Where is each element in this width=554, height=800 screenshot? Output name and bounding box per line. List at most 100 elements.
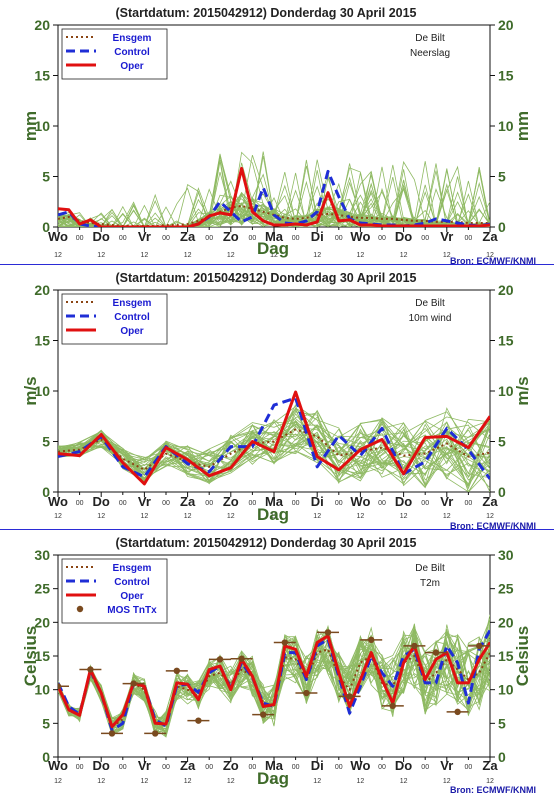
- variable-label: Neerslag: [410, 48, 450, 59]
- x-sub-label-00: 00: [119, 500, 127, 507]
- mos-point: [303, 689, 310, 697]
- x-sub-label-12: 12: [227, 778, 235, 785]
- x-sub-label-00: 00: [421, 764, 429, 771]
- legend: Ensgem Control Oper: [61, 293, 168, 345]
- mos-point: [238, 655, 245, 662]
- x-day-label: Di: [311, 229, 324, 244]
- x-axis-label: Dag: [257, 769, 289, 788]
- x-day-label: Vr: [440, 229, 453, 244]
- mos-point: [476, 642, 483, 650]
- x-sub-label-12: 12: [270, 252, 278, 259]
- x-sub-label-00: 00: [292, 235, 300, 242]
- variable-label: 10m wind: [409, 313, 452, 324]
- y-tick-label-left: 5: [42, 169, 50, 185]
- x-axis-label: Dag: [257, 505, 289, 524]
- station-label: De Bilt: [415, 33, 445, 44]
- variable-label: T2m: [420, 578, 440, 589]
- x-sub-label-12: 12: [227, 252, 235, 259]
- x-sub-label-12: 12: [400, 778, 408, 785]
- y-tick-label-left: 0: [42, 749, 50, 765]
- x-day-label: Wo: [350, 758, 370, 773]
- ensemble-member-line: [58, 424, 490, 488]
- x-sub-label-00: 00: [205, 764, 213, 771]
- y-tick-label-right: 15: [498, 333, 514, 349]
- ensemble-member-line: [58, 424, 490, 476]
- x-sub-label-12: 12: [443, 252, 451, 259]
- x-day-label: Zo: [223, 229, 239, 244]
- x-sub-label-12: 12: [184, 778, 192, 785]
- mos-point: [346, 693, 353, 700]
- x-day-label: Zo: [223, 758, 239, 773]
- x-day-label: Di: [311, 494, 324, 509]
- x-day-label: Wo: [350, 229, 370, 244]
- y-tick-label-left: 25: [34, 581, 50, 597]
- y-axis-label-right: Celsius: [513, 626, 532, 686]
- x-day-label: Ma: [265, 758, 284, 773]
- mos-point: [411, 642, 418, 650]
- ensemble-member-line: [58, 411, 490, 483]
- station-label: De Bilt: [415, 298, 445, 309]
- x-sub-label-12: 12: [97, 513, 105, 520]
- y-axis-label-right: m/s: [513, 376, 532, 405]
- y-tick-label-left: 30: [34, 547, 50, 563]
- x-axis-label: Dag: [257, 239, 289, 258]
- x-sub-label-00: 00: [76, 500, 84, 507]
- mos-point: [195, 717, 202, 724]
- x-sub-label-00: 00: [335, 500, 343, 507]
- x-sub-label-00: 00: [421, 500, 429, 507]
- x-sub-label-00: 00: [249, 764, 257, 771]
- mos-point: [87, 666, 94, 673]
- y-tick-label-right: 25: [498, 581, 514, 597]
- y-tick-label-left: 0: [42, 484, 50, 500]
- y-tick-label-right: 5: [498, 434, 506, 450]
- chart-title: (Startdatum: 2015042912) Donderdag 30 Ap…: [115, 6, 416, 20]
- x-day-label: Wo: [48, 758, 68, 773]
- ensemble-member-line: [58, 186, 490, 227]
- y-tick-label-left: 5: [42, 434, 50, 450]
- legend-label: Oper: [120, 61, 143, 72]
- panel-separator: [0, 529, 554, 530]
- x-sub-label-00: 00: [465, 764, 473, 771]
- series-line-oper: [58, 634, 490, 729]
- series-line-control: [58, 169, 490, 227]
- x-sub-label-12: 12: [443, 513, 451, 520]
- chart-title: (Startdatum: 2015042912) Donderdag 30 Ap…: [115, 271, 416, 285]
- x-sub-label-00: 00: [76, 764, 84, 771]
- legend-label: Ensgem: [113, 33, 152, 44]
- y-tick-label-right: 30: [498, 547, 514, 563]
- x-sub-label-12: 12: [400, 252, 408, 259]
- source-label: Bron: ECMWF/KNMI: [450, 785, 536, 795]
- y-tick-label-right: 15: [498, 68, 514, 84]
- legend: Ensgem Control Oper: [61, 28, 168, 80]
- y-tick-label-right: 10: [498, 383, 514, 399]
- y-tick-label-right: 0: [498, 484, 506, 500]
- x-sub-label-00: 00: [162, 500, 170, 507]
- x-sub-label-12: 12: [357, 252, 365, 259]
- plot-data: [58, 390, 490, 492]
- x-day-label: Vr: [440, 758, 453, 773]
- y-tick-label-left: 20: [34, 614, 50, 630]
- mos-point: [432, 649, 440, 656]
- ensemble-member-line: [58, 169, 490, 227]
- mos-point: [281, 639, 288, 646]
- x-day-label: Wo: [48, 494, 68, 509]
- x-day-label: Za: [482, 229, 498, 244]
- y-tick-label-right: 20: [498, 282, 514, 298]
- y-tick-label-left: 0: [42, 219, 50, 235]
- x-sub-label-00: 00: [76, 235, 84, 242]
- mos-point: [389, 702, 396, 710]
- legend-label: Oper: [120, 591, 143, 602]
- x-day-label: Wo: [48, 229, 68, 244]
- plot-data: [58, 151, 490, 227]
- series-line-ensgem: [58, 428, 490, 471]
- y-tick-label-left: 10: [34, 118, 50, 134]
- x-day-label: Za: [180, 229, 196, 244]
- x-day-label: Di: [311, 758, 324, 773]
- legend-label: Control: [114, 577, 150, 588]
- x-sub-label-12: 12: [54, 513, 62, 520]
- y-tick-label-right: 0: [498, 749, 506, 765]
- y-tick-label-right: 20: [498, 614, 514, 630]
- legend-swatch-mos: [76, 605, 84, 613]
- y-tick-label-left: 15: [34, 648, 50, 664]
